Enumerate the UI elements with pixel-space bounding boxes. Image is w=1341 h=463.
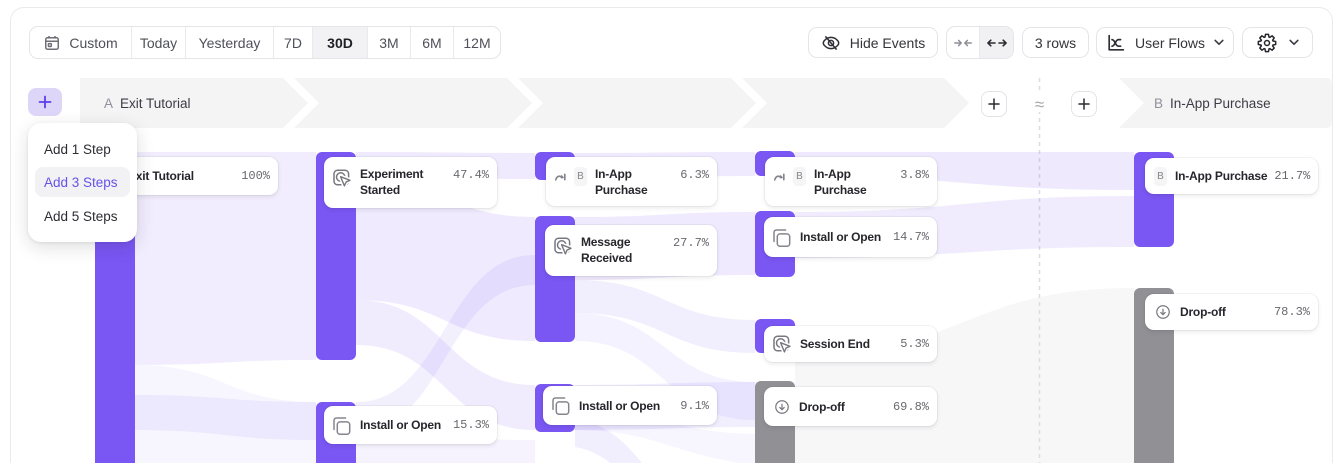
svg-text:≈: ≈ xyxy=(1035,95,1044,114)
